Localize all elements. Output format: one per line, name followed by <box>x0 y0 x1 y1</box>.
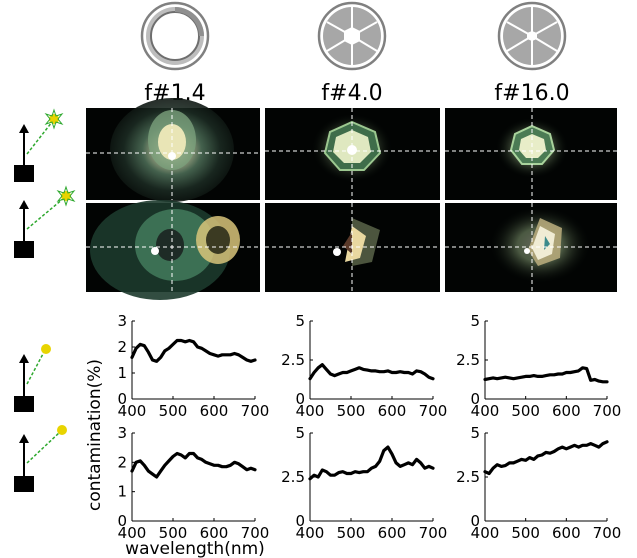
photo-row1-f16-0 <box>445 108 617 200</box>
y-tick-label: 2.5 <box>281 351 305 369</box>
x-tick-label: 400 <box>471 524 500 542</box>
camera-sun-icon-high <box>14 108 64 182</box>
chart-r1-c2: 0 2.5 5 400 500 600 700 <box>281 312 447 420</box>
y-tick-label: 0 <box>117 512 127 530</box>
aperture-wide-icon <box>140 1 210 71</box>
y-tick-label: 3 <box>117 312 127 330</box>
x-tick-label: 500 <box>337 402 366 420</box>
x-tick-label: 600 <box>378 402 407 420</box>
y-axis-label: contamination(%) <box>85 359 105 511</box>
x-tick-label: 700 <box>419 402 448 420</box>
x-tick-label: 600 <box>200 524 229 542</box>
x-tick-label: 400 <box>118 524 147 542</box>
x-tick-label: 600 <box>552 524 581 542</box>
x-tick-label: 400 <box>118 402 147 420</box>
x-axis-label: wavelength(nm) <box>125 539 265 558</box>
y-tick-label: 5 <box>295 312 305 330</box>
y-tick-label: 0 <box>117 390 127 408</box>
photo-row2-f1-4 <box>86 200 260 300</box>
y-tick-label: 0 <box>295 512 305 530</box>
x-tick-label: 500 <box>159 402 188 420</box>
x-tick-label: 700 <box>419 524 448 542</box>
camera-sun-icon-chart-row2 <box>14 425 67 492</box>
y-tick-label: 0 <box>470 390 480 408</box>
series-line <box>308 363 435 381</box>
x-tick-label: 700 <box>593 402 622 420</box>
x-tick-label: 600 <box>378 524 407 542</box>
photo-row1-f4-0 <box>265 108 440 200</box>
series-line <box>483 366 609 384</box>
y-tick-label: 0 <box>470 512 480 530</box>
series-line <box>308 445 435 481</box>
x-tick-label: 500 <box>337 524 366 542</box>
column-title-f16-0: f#16.0 <box>494 81 569 106</box>
photo-row2-f16-0 <box>445 203 617 292</box>
chart-r2-c2: 0 2.5 5 400 500 600 700 <box>281 424 447 542</box>
x-tick-label: 500 <box>159 524 188 542</box>
y-tick-label: 2.5 <box>281 468 305 486</box>
x-tick-label: 500 <box>511 524 540 542</box>
camera-sun-icon-chart-row1 <box>14 344 51 412</box>
aperture-narrow-icon <box>497 1 567 71</box>
x-tick-label: 700 <box>241 402 270 420</box>
photo-row1-f1-4 <box>86 98 260 202</box>
chart-r2-c1: 0 1 2 3 400 500 600 700 <box>117 424 269 542</box>
x-tick-label: 700 <box>241 524 270 542</box>
x-tick-label: 400 <box>471 402 500 420</box>
photo-row2-f4-0 <box>265 203 440 292</box>
aperture-medium-icon <box>317 1 387 71</box>
x-tick-label: 500 <box>511 402 540 420</box>
camera-sun-icon-low <box>14 185 76 258</box>
chart-r1-c1: 0 1 2 3 400 500 600 700 <box>117 312 269 420</box>
x-tick-label: 400 <box>296 524 325 542</box>
y-tick-label: 2.5 <box>456 468 480 486</box>
y-tick-label: 1 <box>117 483 127 501</box>
y-tick-label: 2 <box>117 338 127 356</box>
x-tick-label: 400 <box>296 402 325 420</box>
y-tick-label: 1 <box>117 364 127 382</box>
series-line <box>130 338 257 363</box>
y-tick-label: 3 <box>117 424 127 442</box>
series-line <box>130 451 257 479</box>
y-tick-label: 5 <box>470 424 480 442</box>
chart-r1-c3: 0 2.5 5 400 500 600 700 <box>456 312 621 420</box>
chart-r2-c3: 0 2.5 5 400 500 600 700 <box>456 424 621 542</box>
y-tick-label: 5 <box>470 312 480 330</box>
x-tick-label: 600 <box>200 402 229 420</box>
series-line <box>483 440 609 476</box>
y-tick-label: 0 <box>295 390 305 408</box>
column-title-f4-0: f#4.0 <box>321 81 382 106</box>
x-tick-label: 600 <box>552 402 581 420</box>
y-tick-label: 2 <box>117 453 127 471</box>
y-tick-label: 2.5 <box>456 351 480 369</box>
x-tick-label: 700 <box>593 524 622 542</box>
y-tick-label: 5 <box>295 424 305 442</box>
